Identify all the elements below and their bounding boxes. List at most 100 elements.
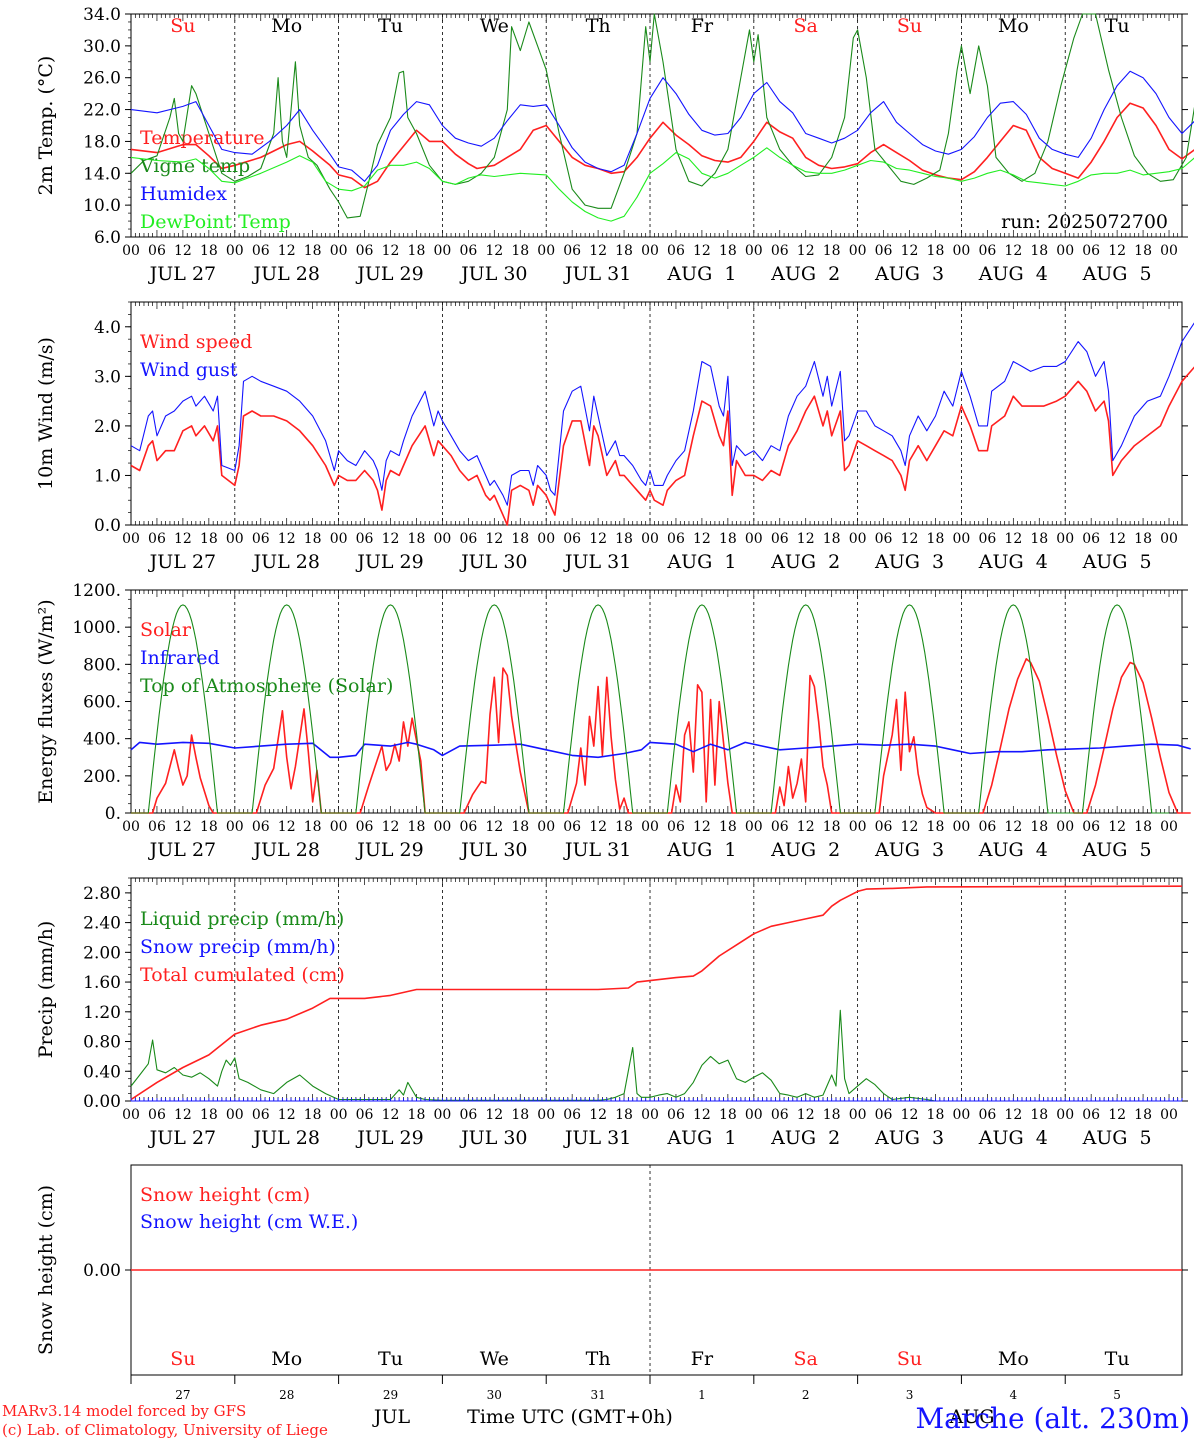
- hour-tick-label: 18: [1030, 1107, 1048, 1123]
- hour-tick-label: 00: [849, 243, 867, 259]
- series-line-vigne-temp: [130, 13, 1194, 219]
- hour-tick-label: 00: [537, 819, 555, 835]
- date-label: AUG 3: [874, 551, 944, 573]
- panel-3: 0. 200. 400. 600. 800. 1000. 1200. Energy fluxe…: [35, 581, 1191, 861]
- hour-tick-label: 18: [615, 1107, 633, 1123]
- hour-tick-label: 12: [485, 243, 503, 259]
- y-tick-label: 1200.: [72, 581, 121, 601]
- hour-tick-label: 06: [356, 243, 374, 259]
- hour-tick-label: 18: [511, 1107, 529, 1123]
- x-axis-label: Time UTC (GMT+0h): [467, 1406, 673, 1428]
- hour-tick-label: 06: [875, 243, 893, 259]
- hour-tick-label: 06: [771, 243, 789, 259]
- hour-tick-label: 18: [719, 819, 737, 835]
- hour-tick-label: 12: [797, 819, 815, 835]
- day-number: 3: [906, 1388, 914, 1402]
- weekday-label: Mo: [271, 1348, 302, 1370]
- hour-tick-label: 06: [563, 531, 581, 547]
- hour-tick-label: 12: [1004, 243, 1022, 259]
- y-tick-label: 400.: [83, 730, 121, 750]
- hour-tick-label: 06: [459, 243, 477, 259]
- date-label: AUG 4: [978, 839, 1048, 861]
- weekday-label: Tu: [378, 1348, 403, 1370]
- hour-tick-label: 06: [252, 243, 270, 259]
- hour-tick-label: 00: [953, 243, 971, 259]
- hour-tick-label: 00: [849, 1107, 867, 1123]
- hour-tick-label: 18: [200, 531, 218, 547]
- date-label: JUL 27: [148, 1127, 216, 1149]
- weekday-label: Su: [897, 15, 922, 37]
- date-label: JUL 28: [251, 839, 319, 861]
- y-tick-label: 1.20: [83, 1003, 121, 1023]
- hour-tick-label: 18: [1134, 243, 1152, 259]
- series-line-dewpoint-temp: [130, 147, 1194, 222]
- series-line-top-of-atmosphere-solar-: [131, 604, 1169, 814]
- hour-tick-label: 06: [148, 531, 166, 547]
- hour-tick-label: 12: [278, 1107, 296, 1123]
- y-tick-label: 0.40: [83, 1062, 121, 1082]
- y-axis-label: Energy fluxes (W/m²): [35, 599, 57, 803]
- hour-tick-label: 00: [1056, 819, 1074, 835]
- hour-tick-label: 06: [978, 1107, 996, 1123]
- hour-tick-label: 18: [1030, 819, 1048, 835]
- series-line-temperature: [130, 102, 1194, 189]
- hour-tick-label: 06: [563, 243, 581, 259]
- hour-tick-label: 06: [148, 819, 166, 835]
- weekday-label: Tu: [1105, 1348, 1130, 1370]
- hour-tick-label: 06: [148, 1107, 166, 1123]
- hour-tick-label: 12: [278, 531, 296, 547]
- hour-tick-label: 00: [433, 243, 451, 259]
- legend-entry: Snow precip (mm/h): [140, 936, 336, 958]
- weekday-label: Tu: [1105, 15, 1130, 37]
- hour-tick-label: 18: [304, 531, 322, 547]
- date-label: AUG 5: [1082, 1127, 1152, 1149]
- series-line-humidex: [130, 70, 1194, 182]
- hour-tick-label: 06: [252, 1107, 270, 1123]
- legend-entry: Humidex: [140, 183, 227, 205]
- y-tick-label: 800.: [83, 655, 121, 675]
- hour-tick-label: 12: [382, 243, 400, 259]
- hour-tick-label: 00: [330, 243, 348, 259]
- hour-tick-label: 12: [693, 819, 711, 835]
- y-tick-label: 18.0: [83, 132, 121, 152]
- hour-tick-label: 18: [615, 819, 633, 835]
- date-label: JUL 30: [459, 1127, 527, 1149]
- plot-frame: [130, 13, 1183, 238]
- date-label: AUG 5: [1082, 263, 1152, 285]
- hour-tick-label: 18: [304, 243, 322, 259]
- y-tick-label: 2.00: [83, 943, 121, 963]
- hour-tick-label: 12: [485, 531, 503, 547]
- hour-tick-label: 06: [1082, 531, 1100, 547]
- hour-tick-label: 12: [1004, 531, 1022, 547]
- y-tick-label: 1.0: [94, 466, 121, 486]
- hour-tick-label: 12: [278, 819, 296, 835]
- hour-tick-label: 06: [1082, 1107, 1100, 1123]
- weekday-label: Mo: [998, 1348, 1029, 1370]
- y-tick-label: 3.0: [94, 367, 121, 387]
- hour-tick-label: 06: [667, 531, 685, 547]
- date-label: AUG 4: [978, 551, 1048, 573]
- hour-tick-label: 18: [823, 531, 841, 547]
- series-line-total-cumulated-cm-: [130, 885, 1183, 1101]
- hour-tick-label: 00: [122, 243, 140, 259]
- date-label: JUL 31: [563, 263, 631, 285]
- hour-tick-label: 12: [174, 1107, 192, 1123]
- hour-tick-label: 00: [122, 819, 140, 835]
- hour-tick-label: 06: [356, 819, 374, 835]
- hour-tick-label: 12: [901, 243, 919, 259]
- date-label: JUL 31: [563, 1127, 631, 1149]
- hour-tick-label: 00: [537, 531, 555, 547]
- hour-tick-label: 18: [615, 531, 633, 547]
- date-label: AUG 3: [874, 1127, 944, 1149]
- hour-tick-label: 00: [1160, 531, 1178, 547]
- hour-tick-label: 00: [641, 819, 659, 835]
- date-label: AUG 5: [1082, 839, 1152, 861]
- lab-credit: (c) Lab. of Climatology, University of L…: [2, 1421, 328, 1439]
- y-tick-label: 6.0: [94, 228, 121, 248]
- hour-tick-label: 00: [537, 1107, 555, 1123]
- hour-tick-label: 00: [330, 1107, 348, 1123]
- hour-tick-label: 00: [745, 243, 763, 259]
- hour-tick-label: 06: [667, 1107, 685, 1123]
- hour-tick-label: 06: [978, 531, 996, 547]
- hour-tick-label: 12: [797, 243, 815, 259]
